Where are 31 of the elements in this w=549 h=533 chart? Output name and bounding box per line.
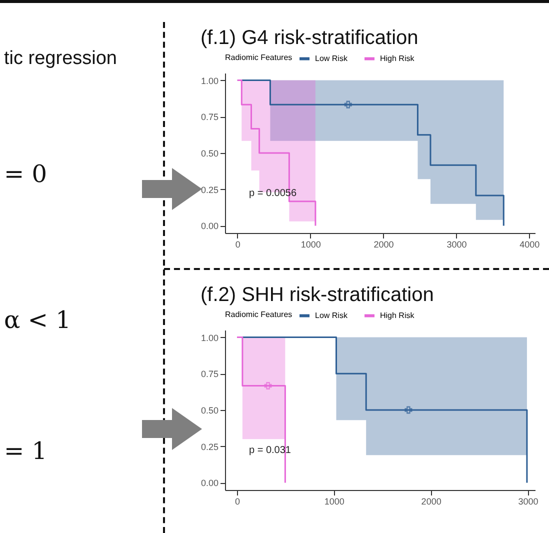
y-tick-label: 0.75 [200, 112, 218, 122]
x-tick-label: 2000 [421, 496, 442, 506]
legend-title: Radiomic Features [225, 53, 292, 62]
x-tick-label: 1000 [300, 240, 321, 250]
text: α < 1 [4, 306, 71, 334]
text: = 0 [4, 160, 48, 188]
legend-label: Low Risk [315, 310, 348, 320]
x-tick-label: 3000 [446, 240, 467, 250]
x-tick-label: 0 [235, 496, 240, 506]
chart-title: (f.2) SHH risk-stratification [200, 284, 434, 306]
y-tick-label: 1.00 [200, 76, 218, 86]
chart-title: (f.1) G4 risk-stratification [200, 27, 418, 49]
text: = 1 [4, 437, 48, 465]
legend-label: High Risk [380, 310, 416, 320]
y-tick-label: 0.00 [200, 478, 218, 488]
legend-label: Low Risk [315, 54, 348, 63]
x-tick-label: 3000 [518, 496, 538, 506]
legend-title: Radiomic Features [225, 310, 292, 319]
y-tick-label: 0.50 [200, 148, 218, 158]
x-tick-label: 1000 [324, 496, 344, 506]
y-tick-label: 0.00 [200, 221, 218, 232]
y-tick-label: 1.00 [200, 332, 218, 343]
y-tick-label: 0.50 [200, 406, 218, 416]
y-tick-label: 0.25 [200, 442, 218, 452]
x-tick-label: 4000 [520, 240, 540, 250]
text: tic regression [4, 48, 117, 70]
y-tick-label: 0.25 [200, 184, 218, 195]
x-tick-label: 2000 [374, 240, 394, 250]
x-tick-label: 0 [235, 240, 240, 250]
y-tick-label: 0.75 [200, 369, 218, 380]
legend-label: High Risk [380, 54, 416, 63]
